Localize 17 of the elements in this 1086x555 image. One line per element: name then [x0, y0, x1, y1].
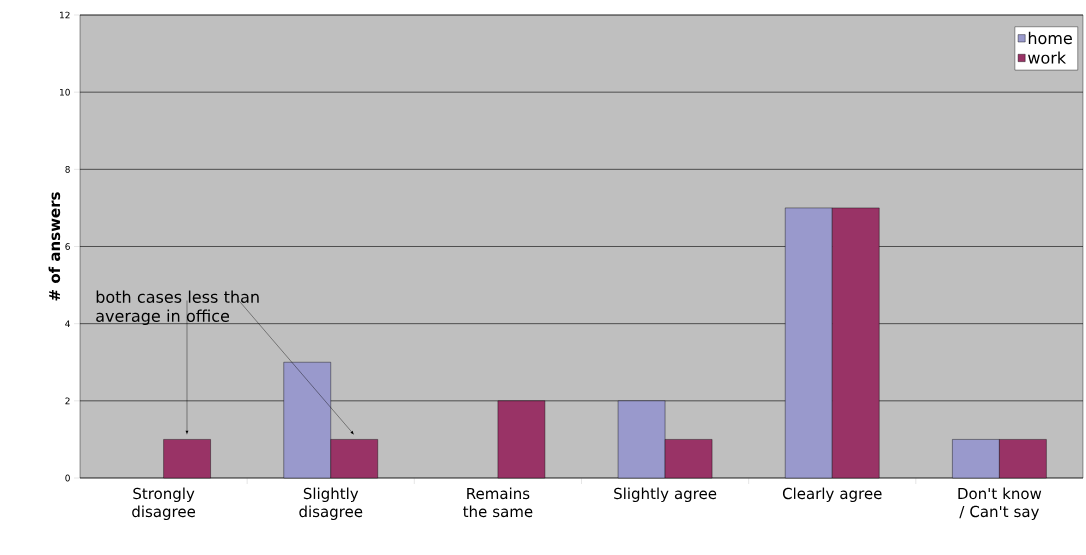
y-tick-label: 10 — [60, 88, 70, 96]
x-tick-label: Slightly disagree — [299, 487, 363, 521]
y-tick-label: 12 — [60, 11, 70, 19]
x-tick-label: Strongly disagree — [132, 487, 196, 521]
y-axis-title: # of answers — [48, 192, 61, 301]
x-tick-label: Remains the same — [463, 487, 533, 518]
legend-label: work — [1028, 51, 1067, 64]
x-tick-label: Clearly agree — [782, 487, 882, 503]
y-tick-label: 4 — [65, 320, 70, 327]
x-tick-label: Slightly agree — [614, 487, 717, 503]
y-tick-label: 2 — [65, 397, 70, 405]
y-tick-label: 6 — [65, 243, 70, 250]
y-tick-label: 0 — [65, 474, 70, 482]
x-tick-label: Don't know / Can't say — [958, 487, 1042, 521]
y-tick-label: 8 — [65, 165, 70, 173]
legend-label: home — [1028, 31, 1072, 45]
annotation: both cases less than average in office — [96, 290, 259, 325]
